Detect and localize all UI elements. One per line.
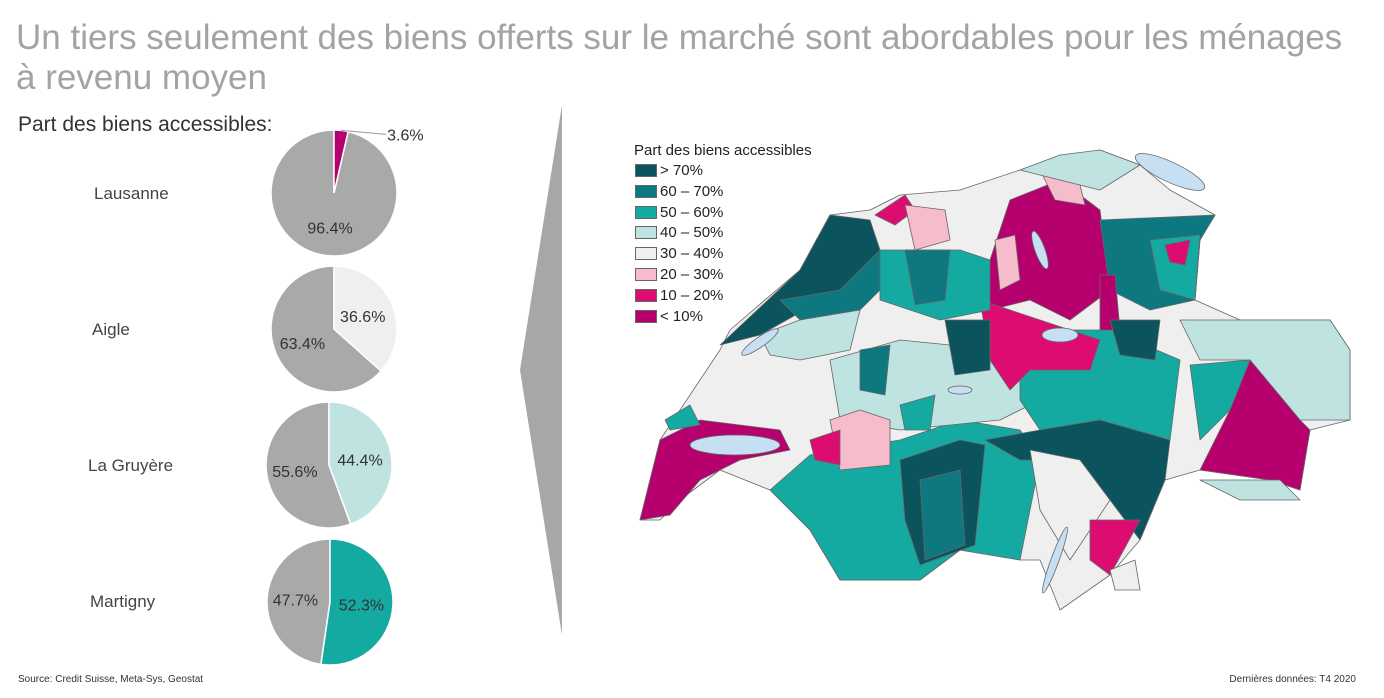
pie-subtitle: Part des biens accessibles: [18,113,273,136]
pie-slice-accessible [333,265,398,373]
pie-other-value: 55.6% [272,464,317,481]
pie-accessible-value: 3.6% [387,127,423,144]
legend-item: 30 – 40% [635,245,723,262]
pie-slice-other [265,401,352,529]
map-region [944,319,991,376]
legend-title: Part des biens accessibles [634,142,812,159]
legend-swatch [635,288,657,302]
legend-item: 20 – 30% [635,266,723,283]
legend-item: > 70% [635,162,703,179]
map-region [1179,319,1351,421]
map-region [994,234,1021,291]
legend-label: < 10% [660,307,703,325]
legend-label: 10 – 20% [660,286,724,304]
lake [947,385,973,395]
map-region [1164,239,1191,266]
legend-swatch [635,205,657,219]
pie-slice-accessible [320,538,394,666]
pie-label-martigny: Martigny [90,592,156,611]
lake [1041,327,1079,343]
legend-label: 50 – 60% [660,203,724,221]
legend-swatch [635,184,657,198]
pie-other-value: 63.4% [280,336,325,353]
map-region [719,214,881,346]
map-region [1189,359,1251,441]
legend-item: 10 – 20% [635,287,723,304]
legend-swatch [635,226,657,240]
pie-label-lausanne: Lausanne [94,184,169,203]
legend-swatch [635,247,657,261]
legend-item: 60 – 70% [635,183,723,200]
chart-title: Un tiers seulement des biens offerts sur… [16,18,1343,97]
legend-label: > 70% [660,162,703,179]
legend-label: 30 – 40% [660,245,724,263]
source-note: Source: Credit Suisse, Meta-Sys, Geostat [18,674,204,685]
legend-label: 40 – 50% [660,224,724,242]
legend-label: 20 – 30% [660,266,724,283]
pie-other-value: 47.7% [273,592,318,609]
map-region [759,309,861,361]
legend-swatch [635,164,657,177]
legend-label: 60 – 70% [660,182,724,200]
pie-slice-accessible [333,129,350,194]
map-region [1199,479,1301,501]
lake [689,434,781,456]
map-region [1109,319,1161,361]
lake [741,328,779,356]
legend-swatch [635,309,657,323]
legend-item: 50 – 60% [635,204,723,221]
arrow-connector [520,105,562,635]
map-region [859,344,891,396]
lake [1042,526,1068,594]
map-region [1089,519,1141,576]
pie-label-la-gruyere: La Gruyère [88,456,174,475]
map-region [979,299,1101,391]
pie-accessible-value: 36.6% [340,309,385,326]
leader-line [341,129,387,135]
pie-accessible-value: 44.4% [337,452,382,469]
map-region [899,394,936,431]
map-region [664,404,701,431]
pie-accessible-value: 52.3% [339,597,384,614]
legend-swatch [635,268,657,281]
last-data-note: Dernières données: T4 2020 [1229,674,1356,685]
lake [1031,230,1049,270]
pie-slice-other [270,265,383,393]
pie-slice-accessible [328,401,393,526]
legend-item: < 10% [635,308,703,325]
map-region [919,469,966,561]
lake [1134,153,1206,191]
legend-item: 40 – 50% [635,224,723,241]
map-region [904,249,951,306]
map-region [809,429,841,466]
pie-slice-other [266,538,331,666]
pie-other-value: 96.4% [307,220,352,237]
map-region [1109,559,1141,591]
pie-label-aigle: Aigle [92,320,130,339]
map-region [904,204,951,251]
